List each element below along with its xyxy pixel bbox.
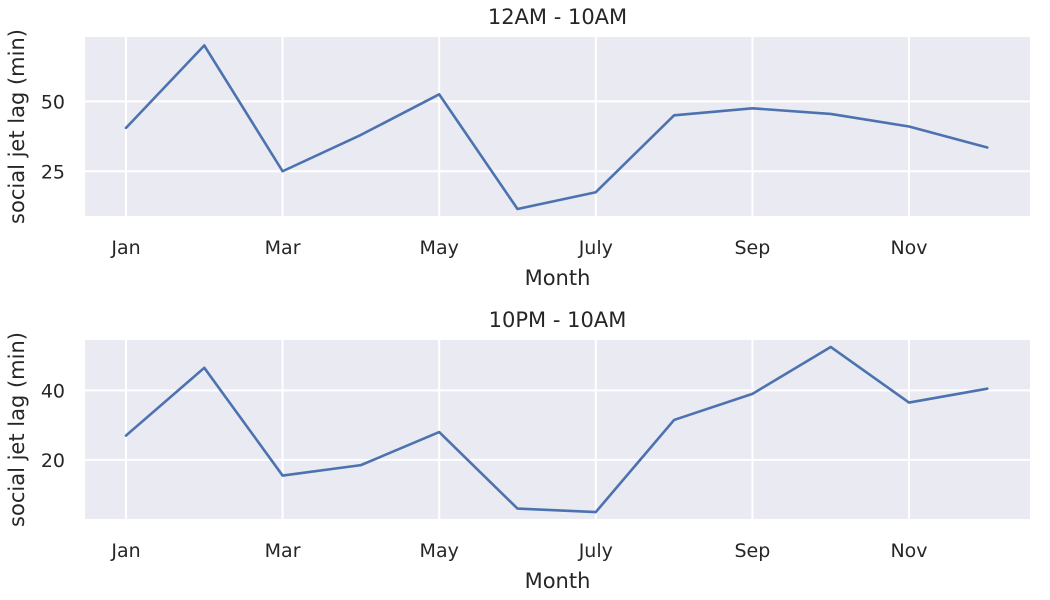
x-tick-label: Sep — [734, 237, 770, 259]
series-line — [124, 44, 989, 211]
subplot-2: Jan Mar May July Sep Nov 20 40 10PM - 10AM Month s… — [5, 308, 1030, 593]
chart-title: 10PM - 10AM — [489, 308, 627, 332]
y-tick-label: 50 — [41, 91, 65, 113]
plot-area — [85, 37, 1030, 216]
y-tick-label: 25 — [41, 161, 65, 183]
subplot-1: Jan Mar May July Sep Nov 25 50 12AM - 10AM Month s… — [5, 5, 1030, 290]
x-tick-label: July — [578, 540, 613, 562]
y-tick-label: 40 — [41, 380, 65, 402]
x-tick-label: Jan — [110, 237, 140, 259]
x-tick-label: Mar — [265, 540, 301, 562]
chart-title: 12AM - 10AM — [488, 5, 627, 29]
x-tick-label: May — [420, 237, 459, 259]
y-axis-label: social jet lag (min) — [5, 29, 29, 224]
x-tick-label: May — [420, 540, 459, 562]
x-axis-label: Month — [525, 266, 591, 290]
y-axis-label: social jet lag (min) — [5, 332, 29, 527]
x-tick-label: July — [578, 237, 613, 259]
series-line — [124, 345, 989, 514]
x-tick-label: Mar — [265, 237, 301, 259]
x-tick-label: Sep — [734, 540, 770, 562]
x-tick-label: Jan — [110, 540, 140, 562]
x-tick-label: Nov — [890, 237, 927, 259]
x-tick-label: Nov — [890, 540, 927, 562]
plot-area — [85, 340, 1030, 519]
y-tick-label: 20 — [41, 450, 65, 472]
x-axis-label: Month — [525, 569, 591, 593]
